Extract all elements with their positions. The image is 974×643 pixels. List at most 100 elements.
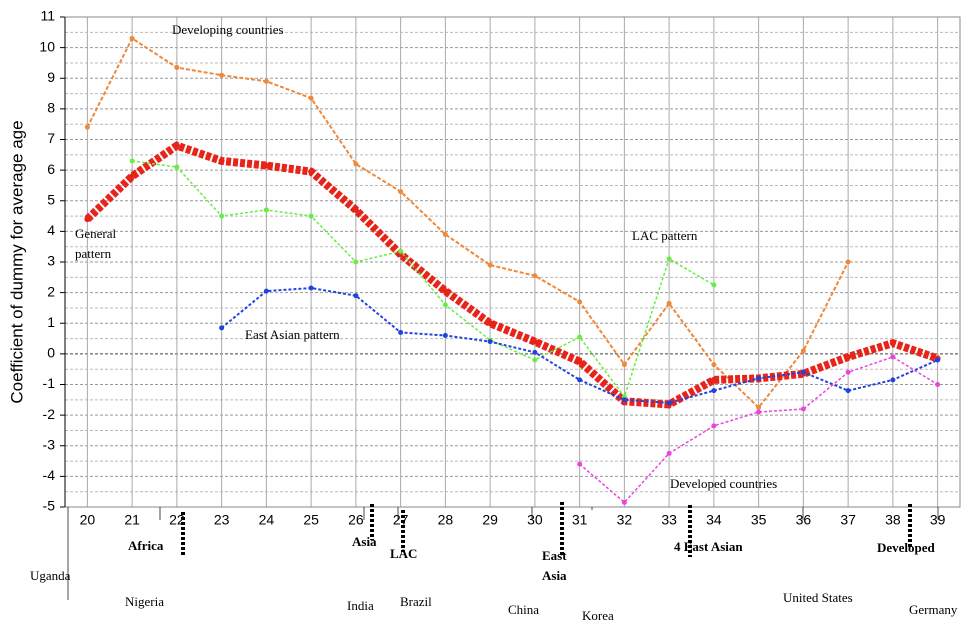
- country-label-box: Brazil: [400, 594, 432, 609]
- data-point: [711, 362, 717, 368]
- data-point: [800, 406, 806, 412]
- data-point: [173, 142, 180, 149]
- data-point: [353, 161, 359, 167]
- data-point: [442, 333, 448, 338]
- data-point: [756, 375, 762, 381]
- x-tick-label: 26: [348, 512, 364, 528]
- region-label: 4 East Asian: [674, 539, 743, 554]
- series-line: [86, 36, 850, 409]
- x-tick-label: 37: [840, 512, 856, 528]
- country-label-box: Uganda: [30, 568, 71, 583]
- data-point: [756, 404, 762, 410]
- country-label-box: United States: [783, 590, 853, 605]
- data-point: [398, 189, 404, 195]
- region-label: Developed: [877, 540, 935, 555]
- data-point: [800, 348, 806, 354]
- country-label: Germany: [909, 602, 958, 617]
- region-label: LAC: [390, 546, 418, 561]
- y-tick-label: 0: [47, 345, 55, 361]
- data-point: [308, 95, 314, 101]
- y-tick-label: 1: [47, 314, 55, 330]
- series-line: [220, 287, 939, 404]
- data-point: [263, 207, 269, 213]
- data-point: [442, 288, 449, 295]
- x-tick-label: 31: [572, 512, 588, 528]
- data-point: [845, 388, 851, 394]
- data-point: [308, 213, 314, 219]
- data-point: [532, 273, 538, 279]
- data-point: [532, 357, 538, 363]
- data-point: [398, 329, 404, 335]
- data-point: [756, 409, 762, 415]
- series-label: Developed countries: [670, 476, 778, 491]
- data-point: [666, 450, 672, 456]
- x-tick-label: 29: [482, 512, 498, 528]
- x-tick-label: 24: [259, 512, 275, 528]
- data-point: [890, 377, 896, 383]
- data-point: [577, 334, 583, 340]
- country-label: India: [347, 598, 374, 613]
- y-tick-label: 11: [40, 8, 55, 24]
- y-tick-label: -2: [43, 406, 56, 422]
- data-point: [576, 358, 583, 365]
- series-label: East Asian pattern: [245, 327, 340, 342]
- series-label: Developing countries: [172, 22, 284, 37]
- region-label-box: Africa: [128, 538, 163, 553]
- data-point: [308, 285, 314, 291]
- y-axis-title: Coefficient of dummy for average age: [7, 120, 26, 403]
- data-point: [442, 302, 448, 308]
- data-point: [710, 376, 717, 383]
- series-line: [579, 356, 939, 504]
- x-tick-label: 21: [124, 512, 140, 528]
- x-tick-label: 34: [706, 512, 722, 528]
- region-label: East Asia: [542, 548, 567, 583]
- region-label-box: 4 East Asian: [674, 539, 743, 554]
- data-point: [845, 369, 851, 375]
- data-point: [621, 499, 627, 505]
- region-label-box: East Asia: [542, 548, 567, 583]
- data-point: [442, 231, 448, 237]
- x-tick-label: 30: [527, 512, 543, 528]
- data-point: [531, 338, 538, 345]
- country-label-box: Nigeria: [125, 594, 164, 609]
- y-tick-label: 4: [47, 222, 55, 238]
- data-point: [352, 206, 359, 213]
- data-point: [711, 423, 717, 429]
- data-point: [935, 357, 941, 363]
- data-point: [621, 397, 627, 403]
- x-tick-label: 22: [169, 512, 185, 528]
- x-tick-label: 38: [885, 512, 901, 528]
- data-point: [263, 162, 270, 169]
- data-point: [845, 259, 851, 265]
- country-label-box: India: [347, 598, 374, 613]
- series-label: LAC pattern: [632, 228, 698, 243]
- y-tick-label: -3: [43, 436, 56, 452]
- data-point: [174, 164, 180, 170]
- x-tick-label: 36: [796, 512, 812, 528]
- region-label: Asia: [352, 534, 377, 549]
- y-tick-label: 10: [39, 38, 55, 54]
- data-point: [174, 65, 180, 71]
- country-label-box: China: [508, 602, 539, 617]
- series-label-box: Developing countries: [172, 22, 284, 37]
- x-tick-label: 32: [617, 512, 633, 528]
- data-point: [353, 293, 359, 299]
- country-label: United States: [783, 590, 853, 605]
- data-point: [263, 288, 269, 294]
- series-label: General pattern: [75, 226, 117, 261]
- data-point: [263, 78, 269, 84]
- data-point: [129, 35, 135, 41]
- data-point: [845, 353, 852, 360]
- y-tick-label: 5: [47, 191, 55, 207]
- data-point: [219, 213, 225, 219]
- data-point: [487, 262, 493, 268]
- data-point: [935, 382, 941, 387]
- x-tick-label: 33: [661, 512, 677, 528]
- data-point: [487, 339, 493, 345]
- country-label-box: Korea: [582, 608, 614, 623]
- data-point: [577, 377, 583, 383]
- x-tick-label: 35: [751, 512, 767, 528]
- data-point: [577, 299, 583, 305]
- y-tick-label: 9: [47, 69, 55, 85]
- country-label: Uganda: [30, 568, 71, 583]
